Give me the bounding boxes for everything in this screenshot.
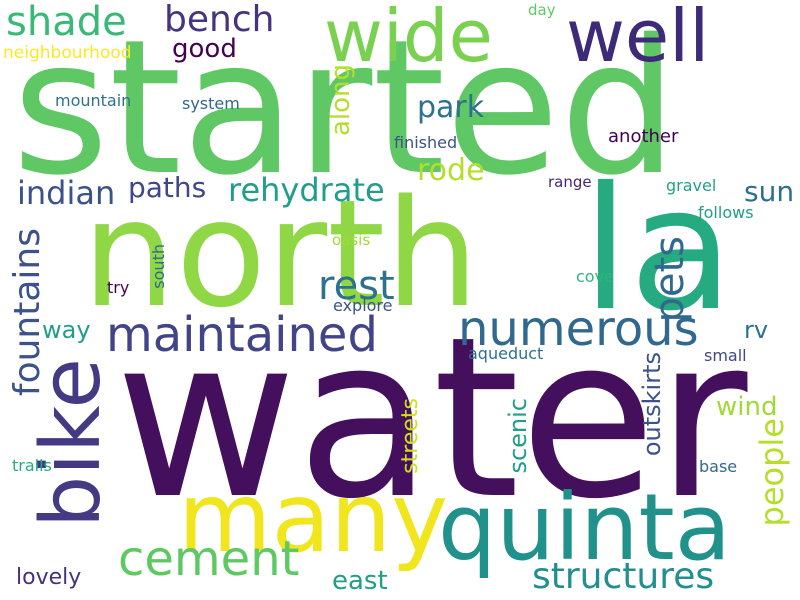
word-started: started xyxy=(12,0,678,216)
word-north: north xyxy=(82,168,480,340)
word-many: many xyxy=(178,462,448,574)
word-small: small xyxy=(704,346,747,365)
word-base: base xyxy=(699,457,738,476)
word-quinta: quinta xyxy=(438,474,732,581)
word-try: try xyxy=(107,278,130,297)
word-wind: wind xyxy=(716,392,778,422)
word-way: way xyxy=(42,316,91,344)
word-explore: explore xyxy=(333,296,393,315)
word-people: people xyxy=(753,418,791,527)
word-neighbourhood: neighbourhood xyxy=(3,43,132,63)
word-numerous: numerous xyxy=(458,301,699,357)
word-good: good xyxy=(172,34,237,64)
word-paths: paths xyxy=(128,171,207,204)
word-maintained: maintained xyxy=(106,307,378,363)
word-cement: cement xyxy=(118,531,300,587)
word-along: along xyxy=(326,64,356,137)
word-rehydrate: rehydrate xyxy=(228,171,385,209)
word-rv: rv xyxy=(744,316,769,344)
word-water: water xyxy=(115,290,748,548)
word-mountain: mountain xyxy=(55,91,132,110)
word-aqueduct: aqueduct xyxy=(468,344,544,363)
word-gravel: gravel xyxy=(666,176,717,195)
word-shade: shade xyxy=(6,0,127,45)
word-la: la xyxy=(582,151,734,349)
word-well: well xyxy=(566,0,710,78)
word-day: day xyxy=(528,1,556,19)
word-outskirts: outskirts xyxy=(638,352,666,457)
word-trails: trails xyxy=(12,456,52,475)
word-sun: sun xyxy=(744,175,795,208)
word-scenic: scenic xyxy=(504,398,532,474)
word-range: range xyxy=(548,173,592,191)
word-park: park xyxy=(417,90,485,125)
word-structures: structures xyxy=(532,556,715,597)
word-follows: follows xyxy=(698,203,754,222)
word-streets: streets xyxy=(398,398,423,474)
word-rest: rest xyxy=(318,263,395,309)
word-finished: finished xyxy=(394,133,458,152)
word-cove: cove xyxy=(576,267,614,286)
word-pets: pets xyxy=(647,236,693,323)
word-rode: rode xyxy=(417,153,485,188)
word-wide: wide xyxy=(324,0,493,78)
word-fountains: fountains xyxy=(7,228,48,397)
word-another: another xyxy=(608,126,679,147)
word-east: east xyxy=(332,566,388,596)
word-south: south xyxy=(149,244,168,289)
word-system: system xyxy=(182,94,240,113)
word-indian: indian xyxy=(17,174,116,212)
word-bench: bench xyxy=(164,0,275,40)
word-oasis: oasis xyxy=(332,231,371,249)
word-lovely: lovely xyxy=(16,565,82,590)
